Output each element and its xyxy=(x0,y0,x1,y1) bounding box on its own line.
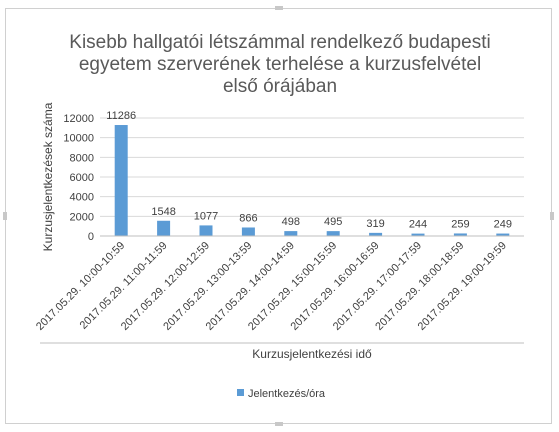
chart-title-line: első órájában xyxy=(223,76,337,97)
data-label: 319 xyxy=(366,218,384,230)
chart-title: Kisebb hallgatói létszámmal rendelkező b… xyxy=(69,32,490,97)
bar xyxy=(157,220,171,236)
y-tick-label: 12000 xyxy=(63,113,94,125)
bar xyxy=(369,232,383,236)
bar xyxy=(284,231,298,236)
data-label: 498 xyxy=(282,216,300,228)
x-axis-title: Kurzusjelentkezési idő xyxy=(252,347,372,361)
bar xyxy=(326,231,340,236)
data-label: 244 xyxy=(409,219,427,231)
data-label: 495 xyxy=(324,216,342,228)
data-label: 1548 xyxy=(151,206,175,218)
resize-handle-bottom[interactable] xyxy=(275,422,283,426)
y-tick-label: 2000 xyxy=(70,211,94,223)
legend-swatch xyxy=(237,389,244,396)
data-label: 1077 xyxy=(194,210,218,222)
y-axis-title: Kurzusjelentkezések száma xyxy=(41,102,55,251)
x-tick-label: 2017.05.29. 11:00-11:59 xyxy=(78,240,170,332)
x-tick-label: 2017.05.29. 19:00-19:59 xyxy=(416,240,509,333)
resize-handle-top[interactable] xyxy=(275,6,283,10)
y-tick-label: 0 xyxy=(88,231,94,243)
chart-title-line: Kisebb hallgatói létszámmal rendelkező b… xyxy=(69,32,490,53)
bar xyxy=(199,225,213,236)
chart-title-line: egyetem szerverének terhelése a kurzusfe… xyxy=(79,54,481,75)
legend-entry: Jelentkezés/óra xyxy=(248,388,326,400)
gridlines xyxy=(100,117,524,217)
bar xyxy=(114,125,128,236)
legend: Jelentkezés/óra xyxy=(237,388,326,400)
resize-handle-left[interactable] xyxy=(3,212,7,220)
bar xyxy=(241,227,255,236)
data-label: 866 xyxy=(239,212,257,224)
y-tick-label: 6000 xyxy=(70,172,94,184)
bar xyxy=(411,233,425,236)
y-tick-label: 4000 xyxy=(70,192,94,204)
y-axis-ticks: 0 2000 4000 6000 8000 10000 12000 xyxy=(63,113,94,243)
bar xyxy=(496,233,510,236)
bars xyxy=(114,125,510,236)
data-label: 249 xyxy=(494,219,512,231)
data-label: 11286 xyxy=(106,110,136,122)
bar xyxy=(453,233,467,236)
resize-handle-right[interactable] xyxy=(550,212,554,220)
data-label: 259 xyxy=(451,218,469,230)
y-tick-label: 8000 xyxy=(70,152,94,164)
data-labels: 11286 1548 1077 866 498 495 319 244 259 249 xyxy=(106,110,512,231)
y-tick-label: 10000 xyxy=(63,133,94,145)
